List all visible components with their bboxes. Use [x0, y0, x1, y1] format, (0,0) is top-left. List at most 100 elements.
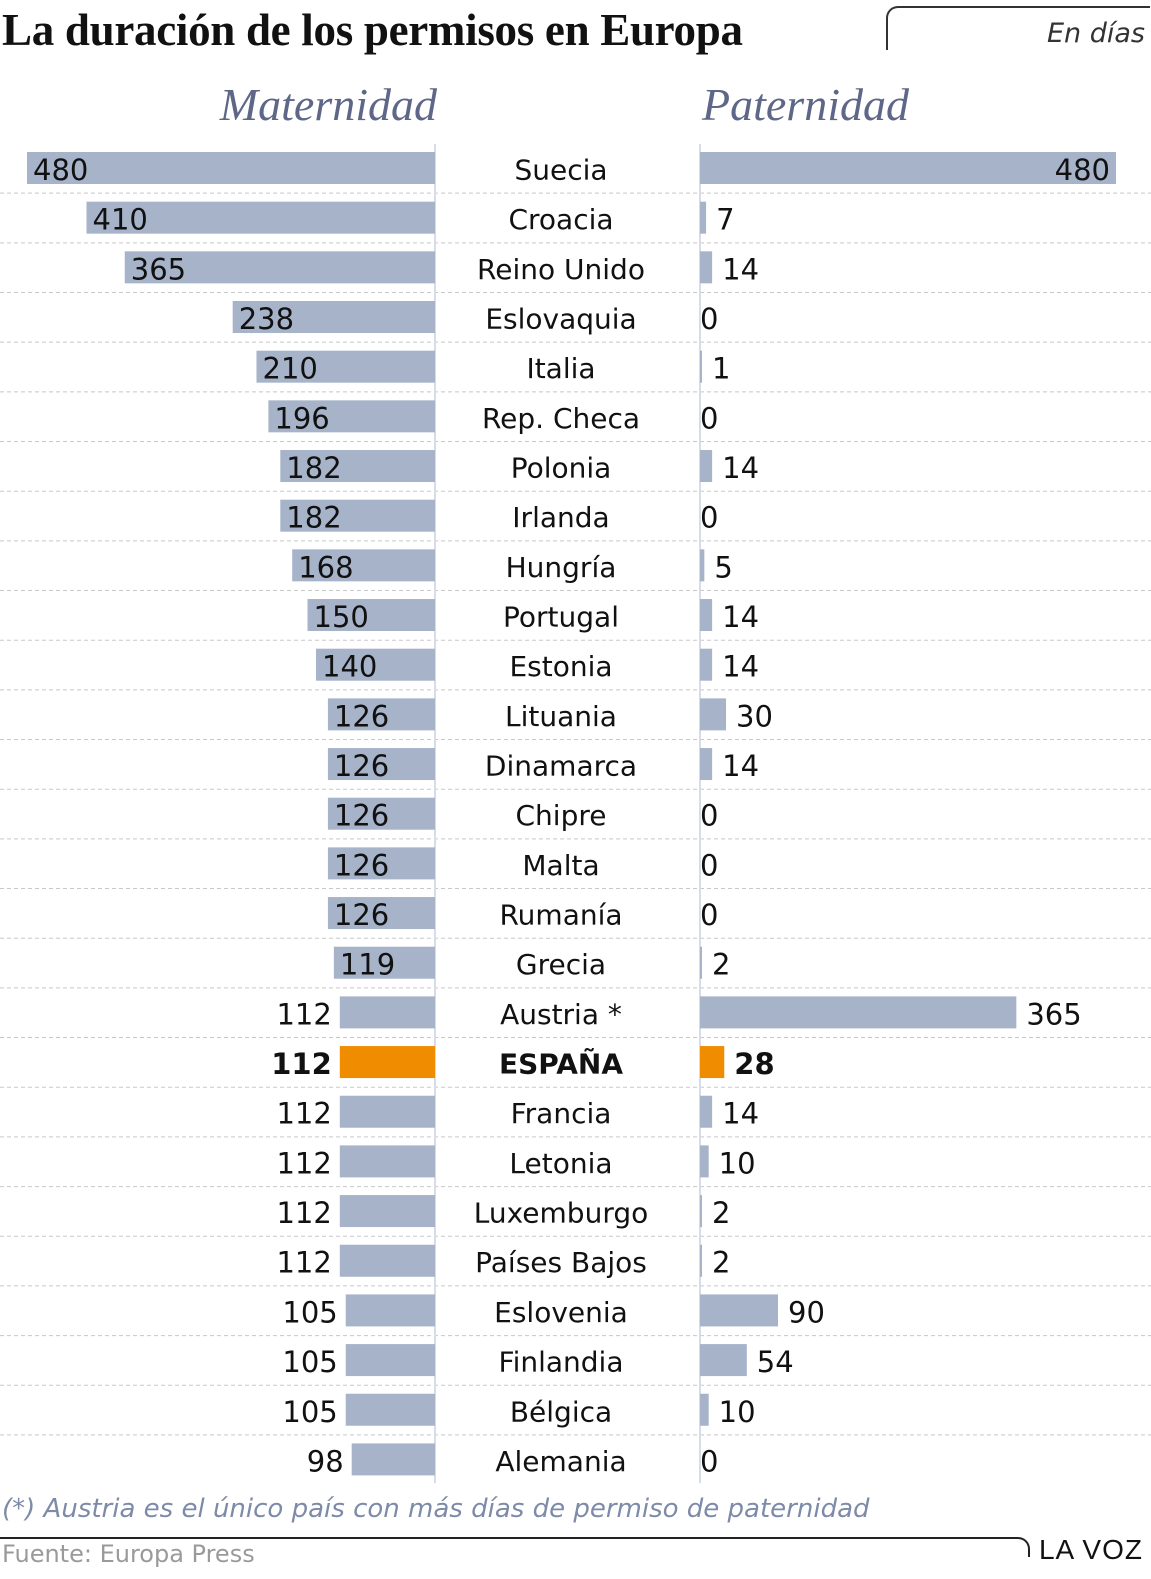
unit-note: En días — [1046, 18, 1145, 49]
paternidad-bar — [700, 251, 713, 284]
paternidad-bar — [700, 450, 713, 483]
country-label: Luxemburgo — [474, 1197, 649, 1230]
maternidad-bar — [345, 1294, 435, 1327]
paternidad-value-label: 54 — [757, 1345, 794, 1379]
maternidad-bar — [327, 847, 435, 880]
paternidad-bar — [700, 599, 713, 632]
country-label: Alemania — [495, 1445, 626, 1478]
paternidad-value-label: 28 — [734, 1047, 774, 1081]
paternidad-bar — [700, 1393, 709, 1426]
maternidad-value-label: 98 — [307, 1444, 344, 1478]
maternidad-value-label: 480 — [33, 153, 88, 187]
maternidad-value-label: 196 — [274, 401, 329, 435]
chart-title: La duración de los permisos en Europa — [2, 5, 743, 55]
paternidad-bar — [700, 1145, 709, 1178]
maternidad-bar — [256, 350, 435, 383]
maternidad-value-label: 210 — [263, 352, 318, 386]
maternidad-value-label: 140 — [322, 650, 377, 684]
maternidad-bar — [339, 1195, 435, 1228]
country-label: ESPAÑA — [499, 1047, 623, 1081]
paternidad-value-label: 0 — [700, 799, 718, 833]
paternidad-value-label: 90 — [788, 1295, 825, 1329]
paternidad-value-label: 0 — [700, 848, 718, 882]
maternidad-value-label: 182 — [286, 451, 341, 485]
maternidad-value-label: 112 — [276, 1246, 331, 1280]
country-label: Letonia — [509, 1147, 612, 1180]
country-label: Países Bajos — [475, 1246, 647, 1279]
paternidad-value-label: 30 — [736, 699, 773, 733]
maternidad-bar — [27, 152, 435, 184]
maternidad-bar — [339, 1244, 435, 1277]
maternidad-bar — [292, 549, 435, 582]
maternidad-bar — [351, 1443, 435, 1476]
unit-note-frame — [886, 6, 1150, 50]
maternidad-value-label: 126 — [334, 749, 389, 783]
paternidad-value-label: 10 — [719, 1395, 756, 1429]
paternidad-value-label: 0 — [700, 302, 718, 336]
country-label: Polonia — [511, 452, 612, 485]
paternidad-bar — [700, 1244, 702, 1277]
paternidad-value-label: 365 — [1026, 997, 1081, 1031]
country-label: Chipre — [516, 799, 607, 832]
country-label: Lituania — [505, 700, 617, 733]
maternidad-bar — [339, 996, 435, 1029]
maternidad-value-label: 112 — [276, 997, 331, 1031]
country-label: Grecia — [516, 948, 606, 981]
maternidad-value-label: 126 — [334, 699, 389, 733]
maternidad-bar — [280, 499, 435, 532]
maternidad-bar — [280, 450, 435, 483]
paternidad-value-label: 7 — [716, 203, 734, 237]
maternidad-value-label: 105 — [282, 1345, 337, 1379]
country-label: Eslovaquia — [485, 303, 636, 336]
country-label: Austria * — [500, 998, 622, 1031]
paternidad-bar — [700, 698, 726, 731]
maternidad-bar — [327, 897, 435, 930]
paternidad-value-label: 0 — [700, 1444, 718, 1478]
maternidad-value-label: 365 — [131, 252, 186, 286]
paternidad-bar — [700, 1046, 725, 1079]
source-note: Fuente: Europa Press — [2, 1540, 255, 1568]
country-label: Irlanda — [512, 501, 609, 534]
paternidad-value-label: 14 — [722, 252, 759, 286]
maternidad-value-label: 238 — [239, 302, 294, 336]
maternidad-value-label: 168 — [298, 550, 353, 584]
maternidad-bar — [345, 1344, 435, 1377]
paternidad-value-label: 0 — [700, 898, 718, 932]
country-label: Rep. Checa — [482, 402, 640, 435]
series-heading-paternidad: Paternidad — [702, 79, 909, 130]
maternidad-bar — [232, 301, 435, 334]
paternidad-value-label: 14 — [722, 1097, 759, 1131]
maternidad-value-label: 119 — [340, 948, 395, 982]
maternidad-bar — [327, 797, 435, 830]
paternidad-bar — [700, 648, 713, 681]
maternidad-value-label: 105 — [282, 1395, 337, 1429]
country-label: Francia — [511, 1097, 612, 1130]
maternidad-bar — [268, 400, 435, 433]
maternidad-bar — [333, 946, 435, 979]
paternidad-bar — [700, 152, 1116, 184]
maternidad-value-label: 112 — [276, 1097, 331, 1131]
maternidad-value-label: 126 — [334, 898, 389, 932]
country-label: Finlandia — [499, 1346, 624, 1379]
country-label: Reino Unido — [477, 253, 645, 286]
country-label: Suecia — [514, 154, 607, 187]
country-label: Portugal — [503, 601, 619, 634]
maternidad-value-label: 105 — [282, 1295, 337, 1329]
country-label: Malta — [522, 849, 599, 882]
maternidad-value-label: 126 — [334, 848, 389, 882]
country-label: Italia — [526, 352, 595, 385]
paternidad-value-label: 2 — [712, 1246, 730, 1280]
paternidad-bar — [700, 1294, 778, 1327]
paternidad-value-label: 1 — [712, 352, 730, 386]
maternidad-bar — [339, 1145, 435, 1178]
maternidad-value-label: 410 — [93, 203, 148, 237]
maternidad-value-label: 112 — [276, 1196, 331, 1230]
maternidad-value-label: 126 — [334, 799, 389, 833]
paternidad-value-label: 14 — [722, 749, 759, 783]
maternidad-bar — [327, 698, 435, 731]
maternidad-bar — [339, 1095, 435, 1128]
paternidad-value-label: 480 — [1055, 153, 1110, 187]
country-label: Croacia — [508, 203, 613, 236]
maternidad-value-label: 150 — [314, 600, 369, 634]
